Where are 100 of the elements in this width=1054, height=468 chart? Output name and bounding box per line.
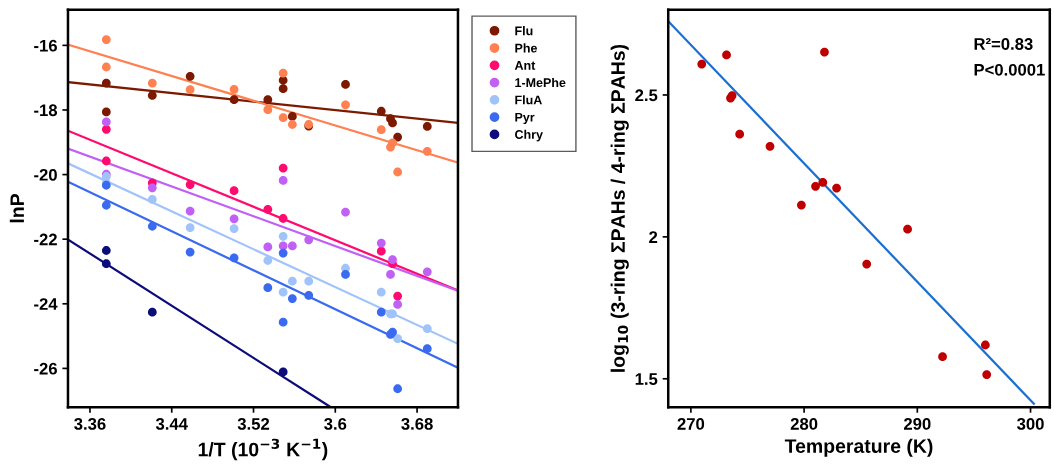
y-tick-label: -22 xyxy=(34,233,57,246)
point xyxy=(422,267,432,277)
point xyxy=(263,95,273,105)
point xyxy=(287,276,297,286)
point xyxy=(980,340,990,350)
point xyxy=(422,146,432,156)
point xyxy=(263,105,273,115)
point xyxy=(101,62,111,72)
point xyxy=(278,68,288,78)
point xyxy=(341,270,350,279)
y-tick-label: 2 xyxy=(649,231,658,243)
x-tick-label: 3.52 xyxy=(237,418,270,430)
point xyxy=(376,106,386,116)
y-axis-title: lnP xyxy=(9,194,24,223)
point xyxy=(376,307,386,317)
point xyxy=(393,334,403,344)
legend-label: Flu xyxy=(515,26,533,36)
point xyxy=(101,78,111,88)
point xyxy=(388,138,397,148)
x-axis-title: 1/T (10$^{−3}$ K$^{−1}$) xyxy=(198,438,328,461)
point xyxy=(101,246,111,255)
point xyxy=(229,95,239,105)
point xyxy=(229,186,239,196)
y-tick-label: -18 xyxy=(34,104,58,117)
point xyxy=(101,107,111,117)
point xyxy=(722,50,731,60)
y-tick-label: -24 xyxy=(34,298,58,310)
point xyxy=(147,221,157,231)
point xyxy=(278,84,288,94)
y-tick-label: -26 xyxy=(34,362,57,375)
point xyxy=(376,287,386,297)
x-tick-label: 270 xyxy=(677,418,705,430)
x-tick-label: 280 xyxy=(790,418,818,430)
point xyxy=(376,125,386,135)
legend-label: Chry xyxy=(515,129,543,142)
x-tick-label: 3.68 xyxy=(401,418,433,430)
point xyxy=(388,118,397,128)
y-tick-label: 2.5 xyxy=(635,89,658,102)
legend-label: 1-MePhe xyxy=(515,77,566,88)
point xyxy=(278,287,288,297)
point xyxy=(765,141,775,151)
point xyxy=(263,205,273,214)
point xyxy=(101,259,111,269)
point xyxy=(832,183,841,193)
point xyxy=(393,300,403,309)
point xyxy=(278,231,288,241)
point xyxy=(820,47,829,57)
y-tick-label: -16 xyxy=(34,39,57,52)
x-tick-label: 3.44 xyxy=(155,418,188,430)
point xyxy=(796,200,806,210)
point xyxy=(287,120,297,129)
point xyxy=(304,235,314,245)
point xyxy=(185,85,195,95)
point xyxy=(393,132,403,142)
annotation: R²=0.83 xyxy=(974,38,1033,50)
point xyxy=(341,100,350,110)
point xyxy=(376,246,386,256)
point xyxy=(147,183,157,193)
point xyxy=(101,124,111,134)
point xyxy=(278,75,288,85)
point xyxy=(287,241,297,251)
point xyxy=(388,255,397,264)
point xyxy=(697,59,707,69)
point xyxy=(185,180,195,189)
point xyxy=(278,214,288,223)
point xyxy=(287,294,297,304)
x-tick-label: 290 xyxy=(903,418,931,430)
point xyxy=(278,248,288,258)
point xyxy=(341,207,350,217)
point xyxy=(278,367,288,377)
point xyxy=(386,270,395,279)
point xyxy=(229,84,239,94)
point xyxy=(376,238,386,248)
legend-label: Phe xyxy=(515,43,538,53)
point xyxy=(818,177,828,187)
point xyxy=(278,113,288,123)
point xyxy=(101,156,111,166)
y-tick-label: -20 xyxy=(34,168,57,181)
point xyxy=(185,223,195,232)
point xyxy=(393,291,403,301)
x-tick-label: 300 xyxy=(1017,418,1044,430)
point xyxy=(393,167,403,177)
point xyxy=(422,324,432,334)
legend-label: FluA xyxy=(515,95,542,105)
point xyxy=(229,253,239,263)
point xyxy=(304,291,314,300)
point xyxy=(278,163,288,173)
y-tick-label: 1.5 xyxy=(635,373,658,385)
point xyxy=(278,317,288,327)
point xyxy=(903,224,912,234)
point xyxy=(185,71,195,81)
point xyxy=(735,129,745,139)
point xyxy=(862,259,872,269)
x-axis-title: Temperature (K) xyxy=(784,438,933,457)
point xyxy=(101,35,111,44)
x-tick-label: 3.6 xyxy=(324,418,347,430)
point xyxy=(422,344,432,354)
point xyxy=(147,307,157,317)
y-axis-title: log$_{10}$ (3-ring ΣPAHs / 4-ring ΣPAHs) xyxy=(610,44,629,372)
point xyxy=(938,352,947,362)
